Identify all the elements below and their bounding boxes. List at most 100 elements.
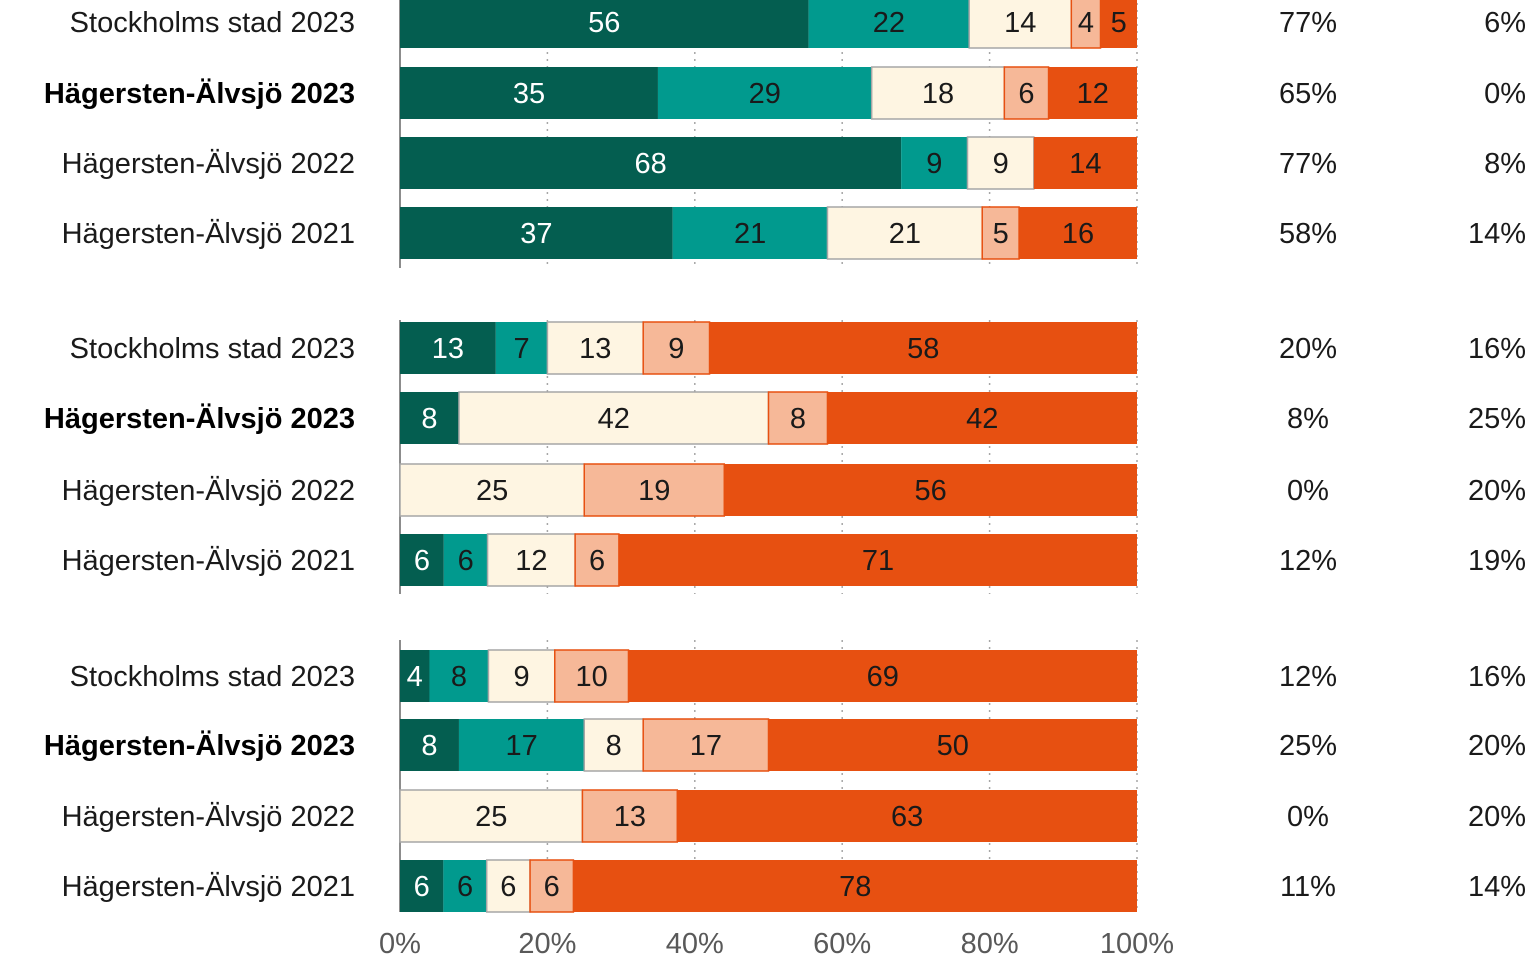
- row-label: Hägersten-Älvsjö 2022: [62, 475, 355, 507]
- data-label: 19: [638, 475, 670, 507]
- data-label: 21: [889, 218, 921, 250]
- data-label: 56: [915, 475, 947, 507]
- data-label: 5: [993, 218, 1009, 250]
- bar-segment: [400, 860, 444, 912]
- bar-segment: [1033, 137, 1137, 189]
- data-label: 6: [544, 871, 560, 903]
- data-label: 6: [414, 871, 430, 903]
- bar-segment: [677, 790, 1137, 842]
- bar-segment: [487, 649, 556, 703]
- data-label: 71: [862, 545, 894, 577]
- data-label: 6: [458, 545, 474, 577]
- x-tick-label: 100%: [1100, 928, 1174, 960]
- data-label: 37: [520, 218, 552, 250]
- row-label: Stockholms stad 2023: [70, 7, 355, 39]
- bar-segment: [966, 136, 1035, 190]
- percent-value-1: 11%: [1280, 871, 1336, 903]
- x-tick-label: 0%: [379, 928, 421, 960]
- percent-value-1: 20%: [1279, 333, 1337, 365]
- data-label: 14: [1004, 7, 1036, 39]
- x-axis: 0% 20% 40% 60% 80% 100%: [379, 928, 1174, 960]
- bar-segment: [581, 789, 679, 843]
- bar-segment: [1019, 207, 1137, 259]
- row-label: Hägersten-Älvsjö 2023: [44, 77, 355, 110]
- percent-value-1: 77%: [1279, 7, 1337, 39]
- data-label: 8: [421, 403, 437, 435]
- bar-segment: [1100, 0, 1137, 48]
- percent-value-2: 14%: [1468, 218, 1526, 250]
- percent-value-1: 12%: [1279, 545, 1337, 577]
- data-label: 42: [598, 403, 630, 435]
- bar-segment: [870, 66, 1006, 120]
- bar-segment: [400, 719, 459, 771]
- bar-segment: [826, 206, 983, 260]
- percent-value-2: 20%: [1468, 475, 1526, 507]
- x-tick-label: 60%: [813, 928, 871, 960]
- bar-segment: [554, 649, 630, 703]
- percent-value-1: 65%: [1279, 78, 1337, 110]
- percent-value-1: 0%: [1287, 475, 1329, 507]
- percent-value-2: 16%: [1468, 661, 1526, 693]
- data-label: 58: [907, 333, 939, 365]
- percent-value-2: 25%: [1468, 403, 1526, 435]
- row-label: Hägersten-Älvsjö 2021: [62, 545, 355, 577]
- bar-segment: [400, 0, 809, 48]
- bar-segment: [642, 321, 711, 375]
- bar-segment: [709, 322, 1137, 374]
- bar-segment: [1048, 67, 1137, 119]
- data-label: 17: [690, 730, 722, 762]
- data-label: 12: [1077, 78, 1109, 110]
- percent-value-2: 16%: [1468, 333, 1526, 365]
- data-label: 78: [839, 871, 871, 903]
- percent-value-1: 77%: [1279, 148, 1337, 180]
- bar-segment: [901, 137, 968, 189]
- bar-segment: [443, 534, 488, 586]
- data-label: 10: [575, 661, 607, 693]
- data-label: 9: [993, 148, 1009, 180]
- data-label: 14: [1069, 148, 1101, 180]
- bar-segment: [400, 534, 444, 586]
- bar-segment: [672, 207, 828, 259]
- bar-segment: [657, 67, 872, 119]
- bar-segment: [429, 650, 489, 702]
- row-label: Stockholms stad 2023: [70, 333, 355, 365]
- bar-segment: [400, 207, 673, 259]
- bar-segment: [458, 391, 770, 445]
- data-label: 6: [500, 871, 516, 903]
- data-label: 22: [873, 7, 905, 39]
- bar-segment: [724, 464, 1137, 516]
- percent-value-1: 58%: [1279, 218, 1337, 250]
- bar-segment: [628, 650, 1137, 702]
- data-label: 35: [513, 78, 545, 110]
- percent-column-2: 6% 0% 8% 14% 16% 25% 20% 19% 16% 20% 20% 14%: [1468, 7, 1526, 903]
- percent-value-2: 20%: [1468, 801, 1526, 833]
- bar-segment: [486, 533, 576, 587]
- percent-value-2: 8%: [1484, 148, 1526, 180]
- bar-segment: [618, 534, 1137, 586]
- bar-segment: [400, 650, 430, 702]
- data-label: 9: [668, 333, 684, 365]
- data-label: 50: [937, 730, 969, 762]
- data-label: 8: [421, 730, 437, 762]
- data-label: 69: [867, 661, 899, 693]
- data-label: 25: [475, 801, 507, 833]
- data-label: 12: [515, 545, 547, 577]
- data-label: 7: [514, 333, 530, 365]
- row-label: Hägersten-Älvsjö 2022: [62, 148, 355, 180]
- x-tick-label: 40%: [666, 928, 724, 960]
- percent-value-1: 12%: [1279, 661, 1337, 693]
- bar-segment: [981, 206, 1020, 260]
- row-labels: Stockholms stad 2023 Hägersten-Älvsjö 202…: [44, 7, 355, 903]
- bar-segment: [400, 392, 459, 444]
- bar-segment: [768, 719, 1137, 771]
- bar-segment: [458, 719, 585, 771]
- data-label: 42: [966, 403, 998, 435]
- data-label: 18: [922, 78, 954, 110]
- data-label: 17: [505, 730, 537, 762]
- data-label: 9: [514, 661, 530, 693]
- bar-segment: [827, 392, 1137, 444]
- data-label: 13: [614, 801, 646, 833]
- data-label: 29: [749, 78, 781, 110]
